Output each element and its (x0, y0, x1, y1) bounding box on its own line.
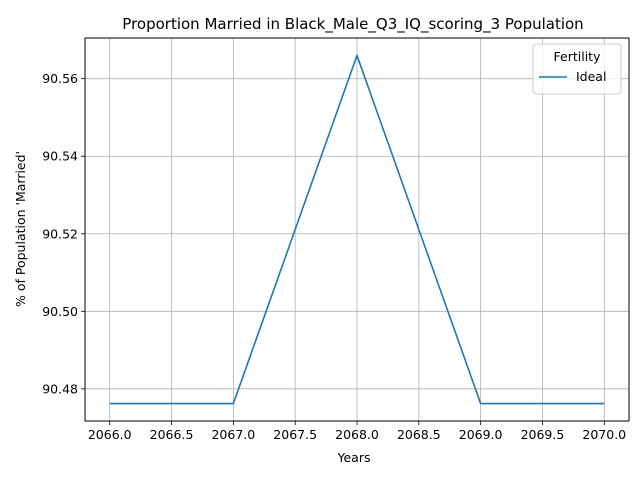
series-layer (109, 54, 605, 405)
y-tick-label: 90.54 (42, 149, 78, 164)
chart-title: Proportion Married in Black_Male_Q3_IQ_s… (122, 15, 583, 34)
legend-title: Fertility (554, 49, 602, 64)
x-tick-label: 2068.5 (397, 427, 441, 442)
x-tick-label: 2067.0 (211, 427, 255, 442)
y-tick-label: 90.50 (42, 304, 78, 319)
x-tick-label: 2066.0 (88, 427, 132, 442)
y-axis-label: % of Population 'Married' (13, 151, 28, 307)
x-tick-label: 2069.0 (459, 427, 503, 442)
y-tick-label: 90.48 (42, 381, 78, 396)
x-tick-label: 2066.5 (150, 427, 194, 442)
series-line-ideal (109, 54, 605, 405)
x-tick-label: 2070.0 (582, 427, 626, 442)
x-axis-ticks: 2066.0 2066.5 2067.0 2067.5 2068.0 2068.5 2069… (88, 421, 626, 442)
x-axis-label: Years (337, 450, 371, 465)
legend: Fertility Ideal (532, 43, 622, 95)
x-tick-label: 2069.5 (521, 427, 565, 442)
y-axis-ticks: 90.48 90.50 90.52 90.54 90.56 (42, 71, 85, 396)
y-tick-label: 90.52 (42, 226, 78, 241)
legend-box (532, 43, 622, 95)
legend-label-ideal: Ideal (576, 69, 606, 84)
y-tick-label: 90.56 (42, 71, 78, 86)
grid (85, 38, 629, 421)
x-tick-label: 2068.0 (335, 427, 379, 442)
x-tick-label: 2067.5 (273, 427, 317, 442)
